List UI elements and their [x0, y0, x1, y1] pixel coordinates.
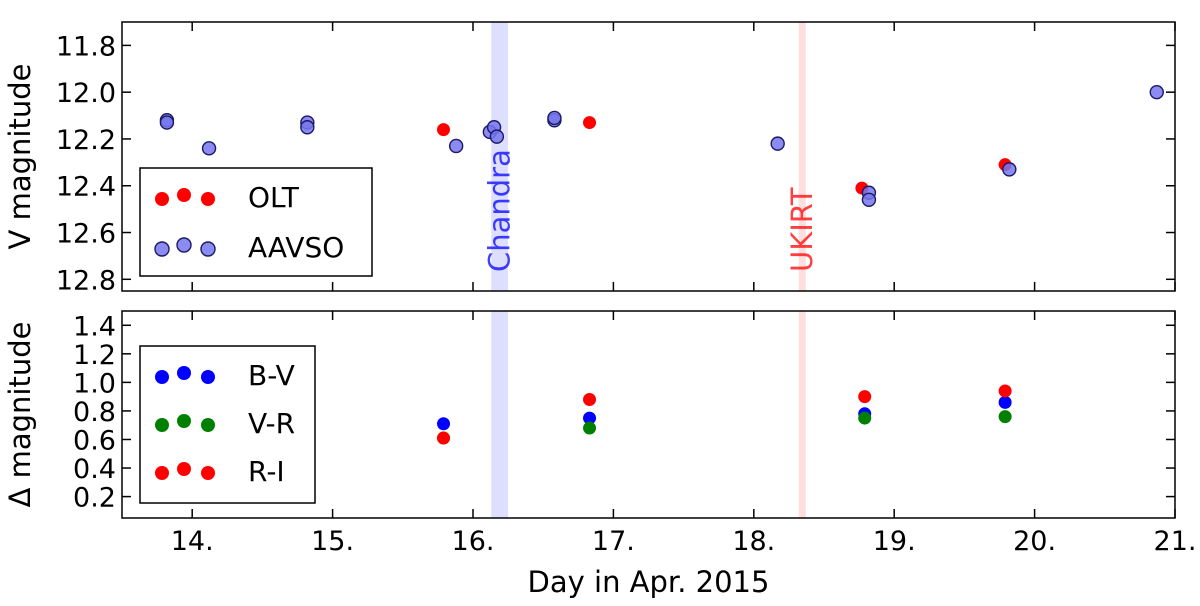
point-aavso [547, 110, 562, 126]
legend-marker-olt [155, 192, 169, 206]
y-tick-label: 0.6 [73, 425, 116, 456]
legend-label-b-v: B-V [248, 359, 295, 392]
point-v-r [858, 411, 872, 425]
x-axis-title: Day in Apr. 2015 [528, 565, 770, 599]
point-aavso [1002, 162, 1017, 177]
point-v-r [583, 421, 597, 435]
legend-label-v-r: V-R [248, 407, 295, 440]
y-tick-label: 0.8 [73, 397, 116, 428]
x-tick-label: 19. [873, 526, 916, 557]
x-tick-label: 16. [452, 526, 495, 557]
y-tick-label: 1.0 [73, 368, 116, 399]
y-tick-label: 0.2 [73, 483, 116, 514]
legend-box [139, 167, 373, 277]
point-aavso [201, 141, 217, 156]
x-tick-label: 20. [1013, 526, 1056, 557]
legend-2: B-V V-R R-I [139, 345, 316, 504]
legend-marker-b-v [155, 370, 169, 384]
legend-marker-v-r [201, 418, 215, 432]
point-olt [437, 123, 451, 137]
legend-marker-aavso [200, 241, 216, 257]
legend-box [139, 345, 316, 504]
legend-marker-aavso [176, 237, 192, 253]
x-tick-label: 18. [732, 526, 775, 557]
point-aavso [159, 115, 175, 130]
band-label-chandra: Chandra [483, 149, 517, 272]
band-ukirt-panel-2 [798, 311, 806, 518]
y-tick-label: 1.2 [73, 340, 116, 371]
legend-marker-r-i [177, 462, 191, 476]
y-axis-title-2: Δ magnitude [3, 322, 37, 508]
legend-marker-r-i [155, 466, 169, 480]
legend-1: OLT AAVSO [139, 167, 373, 277]
legend-marker-r-i [201, 466, 215, 480]
y-tick-label: 12.2 [56, 125, 116, 156]
point-aavso [861, 192, 877, 207]
point-olt [583, 116, 597, 130]
y-tick-label: 12.6 [56, 219, 116, 250]
y-tick-label: 12.0 [56, 78, 116, 109]
legend-marker-b-v [177, 366, 191, 380]
y-tick-label: 11.8 [56, 31, 116, 62]
band-ukirt-panel-1 [798, 22, 806, 291]
x-tick-label: 15. [311, 526, 354, 557]
point-r-i [437, 431, 451, 445]
legend-marker-olt [177, 188, 191, 202]
legend-marker-aavso [154, 241, 170, 257]
x-tick-label: 17. [592, 526, 635, 557]
point-b-v [437, 417, 451, 431]
plot-frame-1 [121, 21, 1176, 292]
point-r-i [998, 384, 1012, 398]
point-r-i [858, 390, 872, 404]
point-v-r [998, 410, 1012, 424]
legend-marker-v-r [155, 418, 169, 432]
point-aavso [489, 129, 505, 144]
y-tick-label: 12.8 [56, 265, 116, 296]
y-tick-label: 12.4 [56, 172, 116, 203]
y-axis-title-1: V magnitude [3, 64, 37, 250]
point-aavso [1149, 84, 1164, 100]
plot-frame-2 [121, 310, 1176, 519]
legend-label-r-i: R-I [248, 455, 285, 488]
band-chandra-panel-1 [491, 22, 509, 291]
y-tick-label: 1.4 [73, 311, 116, 342]
panel-2: 0.20.40.60.81.01.21.4 14. 15. 16. 17. 18. 19. 2… [3, 310, 1197, 599]
point-aavso [300, 120, 315, 135]
y-tick-label: 0.4 [73, 454, 116, 485]
legend-label-olt: OLT [248, 181, 300, 214]
point-aavso [770, 136, 785, 151]
legend-marker-olt [201, 192, 215, 206]
legend-label-aavso: AAVSO [248, 231, 344, 264]
band-chandra-panel-2 [491, 311, 509, 518]
point-b-v [583, 411, 597, 425]
point-aavso [448, 138, 464, 154]
point-b-v [998, 395, 1012, 409]
legend-marker-v-r [177, 414, 191, 428]
panel-1: Chandra UKIRT 11.8 12.0 12.2 12.4 12.6 12.8 V ma… [3, 21, 1176, 296]
x-tick-label: 14. [171, 526, 214, 557]
x-tick-label: 21. [1154, 526, 1197, 557]
legend-marker-b-v [201, 370, 215, 384]
band-label-ukirt: UKIRT [785, 187, 819, 272]
point-r-i [583, 393, 597, 407]
